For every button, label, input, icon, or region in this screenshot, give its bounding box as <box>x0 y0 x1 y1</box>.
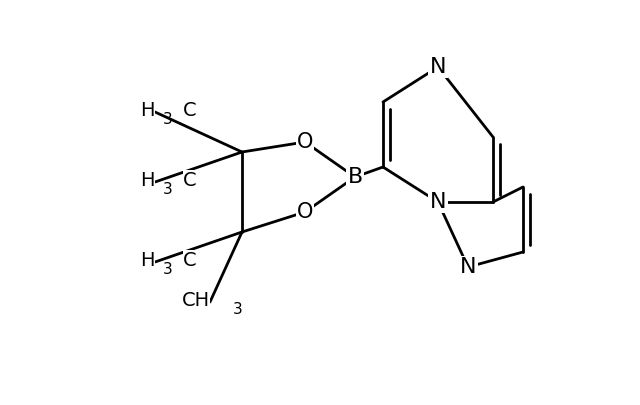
Text: H: H <box>141 171 155 190</box>
Text: C: C <box>183 100 196 119</box>
Text: 3: 3 <box>163 111 173 126</box>
Text: O: O <box>297 132 313 152</box>
Text: N: N <box>460 257 476 277</box>
Text: CH: CH <box>182 290 210 309</box>
Text: H: H <box>141 100 155 119</box>
Text: H: H <box>141 251 155 269</box>
Text: C: C <box>183 251 196 269</box>
Text: N: N <box>429 57 446 77</box>
Text: B: B <box>348 167 363 187</box>
Text: C: C <box>183 171 196 190</box>
Text: 3: 3 <box>163 262 173 277</box>
Text: 3: 3 <box>163 181 173 196</box>
Text: 3: 3 <box>233 301 243 316</box>
Text: O: O <box>297 202 313 222</box>
Text: N: N <box>429 192 446 212</box>
